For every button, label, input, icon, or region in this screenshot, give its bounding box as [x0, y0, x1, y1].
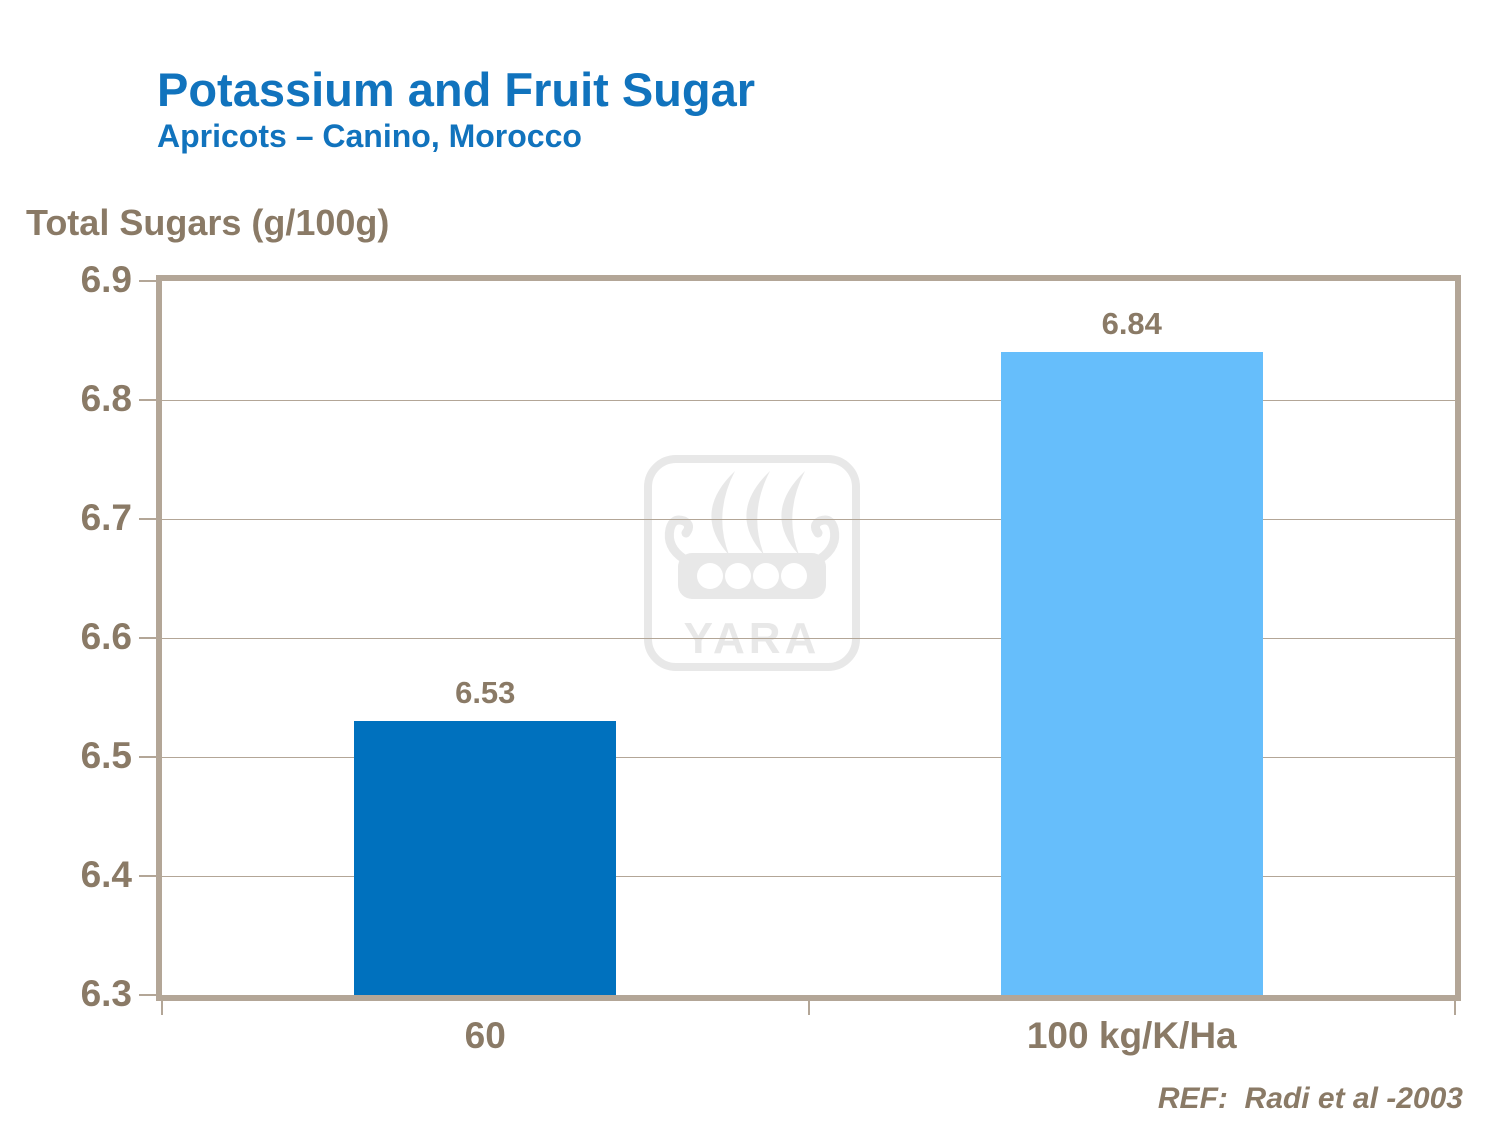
gridline: [162, 757, 1455, 758]
bar-60: [354, 721, 617, 995]
plot-area: YARA 6.53 6.84: [156, 275, 1461, 1001]
x-axis: 60 100 kg/K/Ha: [162, 1015, 1455, 1064]
y-tick-mark: [139, 756, 156, 758]
y-tick-label: 6.7: [80, 497, 132, 538]
y-tick-label: 6.5: [80, 735, 132, 776]
chart-title: Potassium and Fruit Sugar: [157, 63, 756, 116]
viking-ship-sails-icon: [711, 471, 805, 555]
x-tick-mark: [1454, 1001, 1456, 1015]
x-tick-mark: [161, 1001, 163, 1015]
yara-watermark-logo: YARA: [644, 455, 860, 671]
bar-value-label: 6.53: [455, 675, 516, 711]
gridline: [162, 400, 1455, 401]
y-tick-label: 6.6: [80, 616, 132, 657]
y-tick-mark: [139, 875, 156, 877]
y-tick-mark: [139, 280, 156, 282]
bar-value-label: 6.84: [1101, 306, 1162, 342]
x-category-label: 60: [464, 1015, 506, 1056]
y-axis-title: Total Sugars (g/100g): [26, 202, 390, 243]
gridline: [162, 519, 1455, 520]
y-tick-label: 6.9: [80, 259, 132, 300]
y-tick-label: 6.4: [80, 854, 132, 895]
y-tick-mark: [139, 637, 156, 639]
y-tick-label: 6.3: [80, 973, 132, 1014]
gridline: [162, 876, 1455, 877]
viking-ship-hull-icon: [664, 515, 840, 599]
y-tick-mark: [139, 994, 156, 996]
chart-subtitle: Apricots – Canino, Morocco: [157, 118, 582, 154]
x-tick-mark: [807, 1001, 810, 1015]
y-tick-label: 6.8: [80, 378, 132, 419]
bar-100-kg-k-ha: [1000, 352, 1263, 995]
y-tick-mark: [139, 518, 156, 520]
y-tick-mark: [139, 399, 156, 401]
reference-text: REF: Radi et al -2003: [1157, 1082, 1463, 1115]
gridline: [162, 638, 1455, 639]
y-axis: 6.3 6.4 6.5 6.6 6.7 6.8 6.9: [0, 261, 156, 1012]
watermark-frame: [644, 455, 860, 671]
x-category-label: 100 kg/K/Ha: [1026, 1015, 1237, 1056]
